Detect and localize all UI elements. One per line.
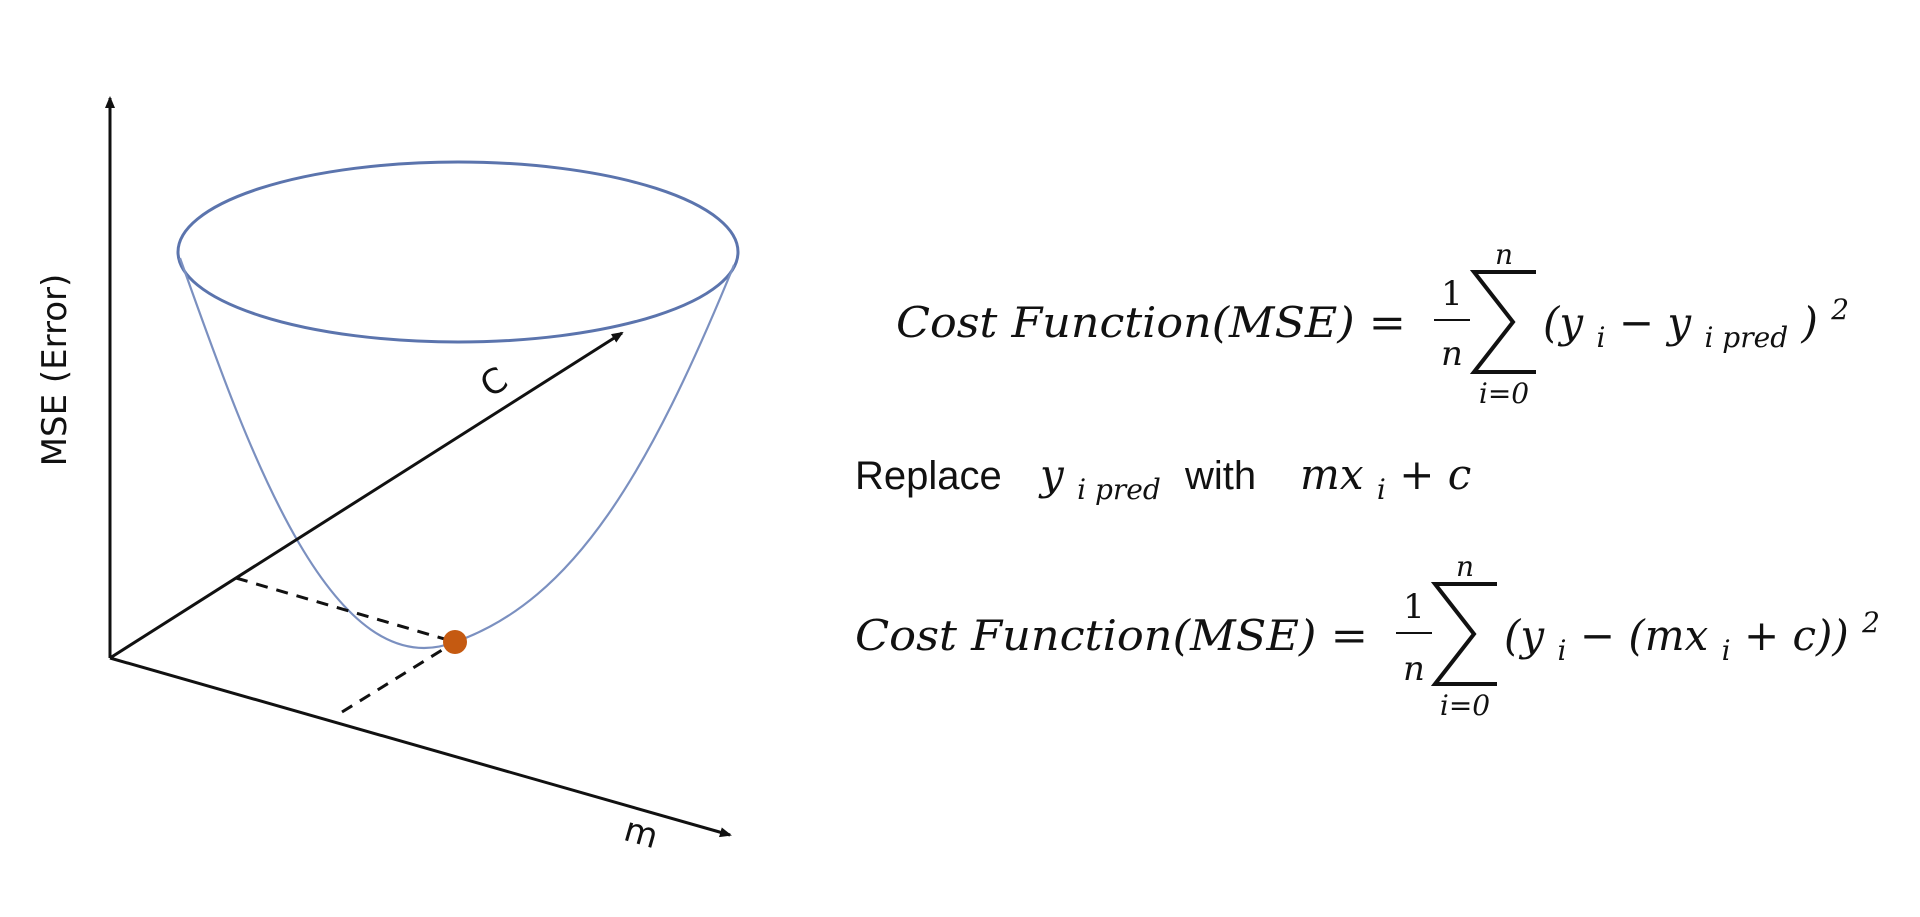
eq1-sum-lower-limit: i=0: [1479, 377, 1529, 410]
with-word: with: [1184, 454, 1256, 498]
replacement-note: Replace y i pred with mx i + c: [855, 450, 1471, 509]
eq2-sum-symbol: [1430, 582, 1497, 686]
eq1-sum-upper-limit: n: [1495, 238, 1513, 271]
eq2-sum-upper-limit: n: [1456, 550, 1474, 583]
c-axis-label: C: [474, 359, 515, 406]
eq2-term-power: 2: [1861, 606, 1880, 639]
eq1-sum-symbol: [1469, 270, 1536, 374]
c-axis: [109, 331, 624, 660]
eq2-lhs: Cost Function(MSE) =: [855, 611, 1368, 660]
eq1-term-subscript: i: [1596, 321, 1605, 354]
eq1-term-minus: − y: [1619, 298, 1693, 347]
cost-function-equation: Cost Function(MSE) = 1 n n i=0 (y i − y …: [896, 238, 1849, 410]
eq2-sum-lower-limit: i=0: [1440, 689, 1490, 722]
replace-variable-subscript: i pred: [1077, 473, 1161, 506]
m-axis-label: m: [620, 810, 663, 858]
eq1-term: (y i − y i pred ) 2: [1543, 293, 1849, 357]
replace-variable: y i pred: [1038, 450, 1161, 506]
eq2-term-middle: − (mx: [1580, 611, 1709, 660]
eq2-term-close: + c)): [1744, 611, 1849, 660]
c-projection-line: [235, 576, 456, 644]
mse-axis-label: MSE (Error): [35, 274, 75, 467]
bowl-rim: [176, 160, 740, 344]
replacement-expression-base: mx: [1300, 450, 1364, 499]
replace-word: Replace: [855, 454, 1002, 498]
eq1-fraction-denominator: n: [1441, 334, 1463, 374]
eq1-lhs: Cost Function(MSE) =: [896, 298, 1406, 347]
eq2-term-subscript-x: i: [1722, 634, 1731, 667]
eq1-term-power: 2: [1830, 293, 1849, 326]
eq1-term-close: ): [1800, 298, 1817, 347]
replacement-expression-subscript: i: [1377, 473, 1386, 506]
eq1-term-open: (y: [1543, 298, 1584, 347]
minimum-point: [443, 630, 467, 654]
eq2-term: (y i − (mx i + c)) 2: [1504, 606, 1880, 670]
expanded-cost-function-equation: Cost Function(MSE) = 1 n n i=0 (y i − (m…: [855, 550, 1880, 722]
eq1-term-subscript-pred: i pred: [1704, 321, 1788, 354]
eq2-term-subscript: i: [1557, 634, 1566, 667]
eq2-fraction-denominator: n: [1403, 649, 1425, 689]
replacement-expression: mx i + c: [1300, 450, 1471, 509]
replacement-expression-tail: + c: [1399, 450, 1471, 499]
eq2-fraction-numerator: 1: [1403, 587, 1425, 627]
m-axis: [109, 656, 732, 838]
m-projection-line: [341, 640, 456, 714]
eq2-term-open: (y: [1504, 611, 1545, 660]
replace-variable-base: y: [1038, 450, 1065, 499]
eq1-fraction-numerator: 1: [1441, 274, 1463, 314]
